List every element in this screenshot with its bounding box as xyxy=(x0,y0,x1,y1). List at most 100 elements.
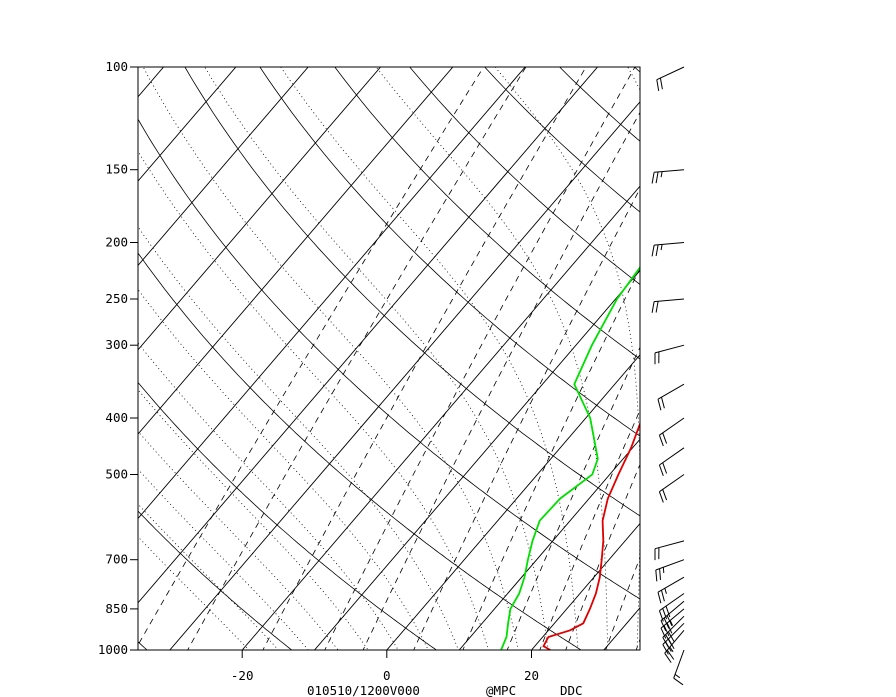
wind-barb xyxy=(658,593,685,622)
dry-adiabat xyxy=(138,381,438,650)
dry-adiabat xyxy=(138,252,582,650)
moist-adiabat xyxy=(138,536,250,650)
pressure-tick-label: 150 xyxy=(105,162,128,177)
isotherm-line xyxy=(241,185,640,650)
wind-barb xyxy=(655,559,685,582)
footer-station: DDC xyxy=(560,683,583,697)
moist-adiabat xyxy=(138,342,399,650)
mixing-ratio-line xyxy=(413,187,640,650)
pressure-tick-label: 1000 xyxy=(98,642,128,657)
mixing-ratio-line xyxy=(539,409,640,650)
wind-barb xyxy=(673,649,685,686)
wind-barb xyxy=(664,629,685,663)
moist-adiabat xyxy=(204,67,549,650)
sounding-profiles xyxy=(500,265,640,650)
moist-adiabat xyxy=(494,67,640,650)
pressure-tick-label: 400 xyxy=(105,410,128,425)
pressure-tick-label: 500 xyxy=(105,467,128,482)
moist-adiabat-lines xyxy=(138,67,640,650)
dry-adiabat xyxy=(138,510,293,650)
moist-adiabat xyxy=(138,430,339,650)
moist-adiabat xyxy=(138,288,429,650)
mixing-ratio-line xyxy=(138,67,484,646)
dry-adiabat xyxy=(409,67,640,285)
mixing-ratio-line xyxy=(262,67,587,650)
pressure-tick-labels: 100 150 200 250 300 400 500 700 850 1000 xyxy=(98,59,138,657)
isotherm-line xyxy=(138,67,599,604)
dry-adiabat xyxy=(334,67,640,360)
wind-barb xyxy=(657,576,685,604)
isotherm-line xyxy=(138,67,526,520)
moist-adiabat xyxy=(138,389,369,650)
dry-adiabat xyxy=(484,67,640,213)
wind-barbs xyxy=(651,66,685,686)
temperature-tick-label: 0 xyxy=(383,668,391,683)
wind-barb xyxy=(658,447,685,476)
pressure-tick-label: 700 xyxy=(105,552,128,567)
mixing-ratio-line xyxy=(605,556,640,650)
wind-barb xyxy=(662,615,685,648)
isotherm-line xyxy=(138,67,165,98)
mixing-ratio-lines xyxy=(138,67,640,650)
temperature-tick-label: -20 xyxy=(231,668,254,683)
moist-adiabat xyxy=(142,67,519,650)
dewpoint-profile xyxy=(500,265,640,650)
wind-barb xyxy=(656,66,685,91)
wind-barb xyxy=(658,417,685,447)
pressure-tick-label: 200 xyxy=(105,235,128,250)
temperature-tick-label: 20 xyxy=(524,668,539,683)
isotherm-line xyxy=(530,522,640,650)
mixing-ratio-line xyxy=(565,463,640,650)
moist-adiabat xyxy=(138,503,279,650)
moist-adiabat xyxy=(138,150,489,650)
wind-barb xyxy=(654,540,685,561)
dry-adiabat xyxy=(768,54,896,662)
footer: 010510/1200V000 @MPC DDC xyxy=(307,683,583,697)
wind-barb xyxy=(651,169,685,184)
moist-adiabat xyxy=(138,468,309,650)
isotherm-line xyxy=(313,269,640,650)
dry-adiabat xyxy=(184,67,640,517)
dry-adiabat xyxy=(138,641,148,650)
pressure-tick-label: 100 xyxy=(105,59,128,74)
isotherm-line xyxy=(138,67,454,435)
wind-barb xyxy=(662,622,685,655)
isotherm-line xyxy=(138,67,309,267)
wind-barb xyxy=(654,344,685,365)
mixing-ratio-line xyxy=(187,67,527,650)
isotherm-line xyxy=(138,67,382,351)
mixing-ratio-line xyxy=(324,67,636,650)
isotherm-lines xyxy=(0,54,896,662)
dry-adiabat-lines xyxy=(138,54,896,662)
wind-barb xyxy=(651,298,685,313)
mixing-ratio-line xyxy=(362,111,640,650)
temperature-tick-labels: -20 0 20 xyxy=(231,650,539,683)
pressure-tick-label: 250 xyxy=(105,291,128,306)
isotherm-line xyxy=(666,54,896,662)
isotherm-line xyxy=(386,354,640,650)
isotherm-line xyxy=(138,67,237,182)
mixing-ratio-line xyxy=(635,637,640,650)
pressure-tick-label: 300 xyxy=(105,337,128,352)
pressure-tick-label: 850 xyxy=(105,601,128,616)
moist-adiabat xyxy=(375,67,608,650)
moist-adiabat xyxy=(138,226,459,650)
wind-barb xyxy=(657,383,685,411)
dry-adiabat xyxy=(633,67,640,73)
footer-source: @MPC xyxy=(486,683,516,697)
isotherm-line xyxy=(458,438,640,650)
mixing-ratio-line xyxy=(506,346,640,650)
wind-barb xyxy=(658,474,685,503)
dry-adiabat xyxy=(694,54,896,662)
wind-barb xyxy=(651,242,685,257)
wind-barb xyxy=(660,608,685,639)
isotherm-line xyxy=(0,54,102,662)
isotherm-line xyxy=(169,101,640,650)
plot-frame xyxy=(137,66,641,651)
footer-datetime: 010510/1200V000 xyxy=(307,683,420,697)
wind-barb xyxy=(660,600,685,632)
temperature-profile xyxy=(542,421,640,650)
mixing-ratio-line xyxy=(462,267,640,650)
dry-adiabat xyxy=(138,118,640,600)
